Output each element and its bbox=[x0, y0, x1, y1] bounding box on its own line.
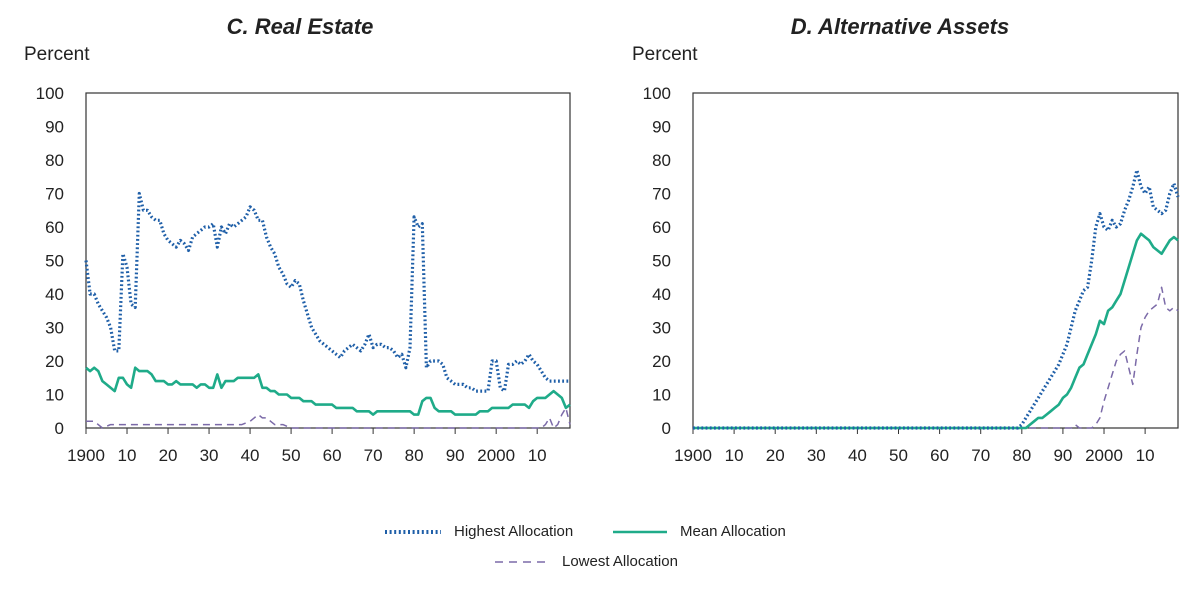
chart-legend: Highest Allocation Mean Allocation Lowes… bbox=[0, 515, 1200, 585]
series-line-lowest bbox=[693, 286, 1179, 429]
legend-swatch-mean bbox=[613, 530, 667, 533]
series-line-mean bbox=[85, 366, 571, 416]
y-tick-label: 40 bbox=[45, 285, 64, 304]
legend-item-lowest: Lowest Allocation bbox=[494, 553, 678, 570]
x-tick-label: 80 bbox=[405, 446, 424, 465]
x-tick-label: 60 bbox=[930, 446, 949, 465]
legend-label-mean: Mean Allocation bbox=[680, 523, 786, 540]
y-tick-label: 80 bbox=[652, 151, 671, 170]
y-tick-label: 10 bbox=[652, 386, 671, 405]
x-tick-label: 1900 bbox=[674, 446, 712, 465]
x-tick-label: 60 bbox=[323, 446, 342, 465]
x-tick-label: 40 bbox=[848, 446, 867, 465]
x-tick-label: 90 bbox=[1053, 446, 1072, 465]
plot-area-frame bbox=[692, 92, 1179, 429]
y-tick-label: 70 bbox=[45, 185, 64, 204]
chart-panel-real-estate: 0 10 20 30 40 50 60 70 80 90 100 1900 10 20 30 40 50 60 70… bbox=[0, 0, 600, 480]
legend-swatch-highest bbox=[385, 529, 441, 534]
y-tick-label: 20 bbox=[45, 352, 64, 371]
y-tick-label: 30 bbox=[45, 319, 64, 338]
legend-label-lowest: Lowest Allocation bbox=[562, 553, 678, 570]
y-tick-label: 40 bbox=[652, 285, 671, 304]
y-tick-label: 30 bbox=[652, 319, 671, 338]
y-tick-label: 10 bbox=[45, 386, 64, 405]
y-tick-label: 0 bbox=[55, 419, 64, 438]
y-tick-label: 70 bbox=[652, 185, 671, 204]
chart-title: D. Alternative Assets bbox=[790, 14, 1010, 39]
x-tick-label: 1900 bbox=[67, 446, 105, 465]
legend-item-mean: Mean Allocation bbox=[612, 523, 786, 540]
legend-label-highest: Highest Allocation bbox=[454, 523, 574, 540]
series-line-mean bbox=[693, 232, 1179, 430]
x-tick-label: 50 bbox=[282, 446, 301, 465]
legend-swatch-lowest bbox=[495, 560, 549, 563]
y-tick-label: 0 bbox=[662, 419, 671, 438]
x-tick-label: 70 bbox=[971, 446, 990, 465]
y-tick-label: 20 bbox=[652, 352, 671, 371]
x-tick-label: 20 bbox=[159, 446, 178, 465]
chart-title: C. Real Estate bbox=[226, 14, 374, 39]
x-tick-label: 2000 bbox=[477, 446, 515, 465]
x-tick-label: 10 bbox=[1136, 446, 1155, 465]
x-tick-label: 70 bbox=[364, 446, 383, 465]
y-tick-label: 100 bbox=[36, 84, 64, 103]
x-tick-label: 90 bbox=[446, 446, 465, 465]
y-tick-label: 50 bbox=[45, 252, 64, 271]
x-tick-label: 10 bbox=[528, 446, 547, 465]
alternative-assets-chart-svg: 0 10 20 30 40 50 60 70 80 90 100 1900 10 20 30 40 50 60 70… bbox=[643, 84, 1180, 465]
y-axis-unit-label: Percent bbox=[24, 44, 90, 65]
x-tick-label: 10 bbox=[118, 446, 137, 465]
y-tick-label: 60 bbox=[652, 218, 671, 237]
y-tick-label: 100 bbox=[643, 84, 671, 103]
y-tick-label: 90 bbox=[45, 118, 64, 137]
x-tick-label: 80 bbox=[1012, 446, 1031, 465]
real-estate-chart-svg: 0 10 20 30 40 50 60 70 80 90 100 1900 10 20 30 40 50 60 70… bbox=[36, 84, 571, 465]
y-tick-label: 50 bbox=[652, 252, 671, 271]
x-tick-label: 30 bbox=[200, 446, 219, 465]
x-tick-label: 20 bbox=[766, 446, 785, 465]
x-tick-label: 50 bbox=[889, 446, 908, 465]
x-tick-label: 10 bbox=[725, 446, 744, 465]
x-tick-label: 2000 bbox=[1085, 446, 1123, 465]
y-tick-label: 90 bbox=[652, 118, 671, 137]
x-tick-label: 40 bbox=[241, 446, 260, 465]
x-tick-label: 30 bbox=[807, 446, 826, 465]
series-line-highest bbox=[84, 191, 570, 393]
series-line-lowest bbox=[86, 407, 571, 429]
chart-panel-alternative-assets: 0 10 20 30 40 50 60 70 80 90 100 1900 10 20 30 40 50 60 70… bbox=[600, 0, 1200, 480]
y-axis-unit-label: Percent bbox=[632, 44, 698, 65]
y-tick-label: 80 bbox=[45, 151, 64, 170]
series-line-highest bbox=[693, 168, 1180, 430]
legend-item-highest: Highest Allocation bbox=[384, 523, 573, 540]
y-tick-label: 60 bbox=[45, 218, 64, 237]
